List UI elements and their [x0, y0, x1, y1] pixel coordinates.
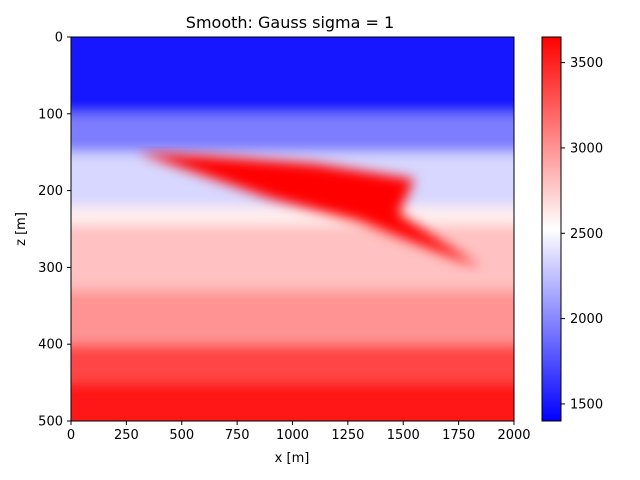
y-axis-ticks: 0 100 200 300 400 500 [38, 31, 71, 430]
x-tick-label: 1500 [387, 428, 420, 443]
colorbar-ticks: 1500 2000 2500 3000 3500 [561, 56, 603, 412]
x-tick-label: 0 [67, 428, 75, 443]
x-tick-label: 1250 [331, 428, 364, 443]
velocity-layer [71, 344, 514, 383]
velocity-layers [71, 37, 514, 421]
velocity-anomaly [137, 152, 481, 268]
x-tick-label: 1750 [442, 428, 475, 443]
plot-area [71, 37, 514, 421]
velocity-layer [71, 290, 514, 345]
velocity-layer [71, 37, 514, 114]
x-tick-label: 500 [169, 428, 194, 443]
colorbar-tick-label: 1500 [570, 397, 603, 412]
x-tick-label: 2000 [497, 428, 530, 443]
anomaly-wedge [137, 152, 481, 268]
x-tick-label: 1000 [276, 428, 309, 443]
x-axis-label: x [m] [275, 451, 310, 466]
chart-title: Smooth: Gauss sigma = 1 [186, 13, 394, 32]
y-tick-label: 200 [38, 184, 63, 199]
colorbar-tick-label: 3000 [570, 141, 603, 156]
colorbar-gradient [541, 36, 562, 422]
y-tick-label: 300 [38, 261, 63, 276]
velocity-layer [71, 382, 514, 421]
y-tick-label: 100 [38, 107, 63, 122]
y-axis-label: z [m] [14, 212, 29, 246]
colorbar: 1500 2000 2500 3000 3500 [541, 36, 603, 422]
y-tick-label: 400 [38, 338, 63, 353]
y-tick-label: 500 [38, 415, 63, 430]
y-tick-label: 0 [55, 31, 63, 46]
velocity-layer [71, 205, 514, 226]
x-tick-label: 250 [114, 428, 139, 443]
colorbar-tick-label: 2500 [570, 227, 603, 242]
velocity-layer [71, 225, 514, 291]
x-axis-ticks: 0 250 500 750 1000 1250 1500 1750 2000 [67, 421, 531, 443]
colorbar-tick-label: 3500 [570, 56, 603, 71]
velocity-layer [71, 113, 514, 153]
colorbar-tick-label: 2000 [570, 312, 603, 327]
x-tick-label: 750 [225, 428, 250, 443]
